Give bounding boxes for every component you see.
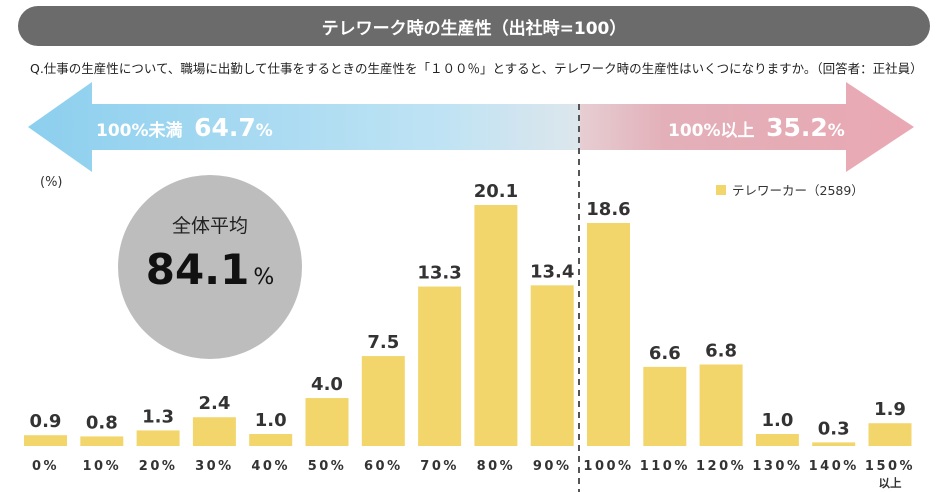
left-arrow-unit: % xyxy=(255,121,273,141)
bar-2 xyxy=(136,430,180,446)
x-tick-label-9: 90% xyxy=(533,459,572,474)
x-tick-label-3: 30% xyxy=(195,459,234,474)
data-label-13: 1.0 xyxy=(761,410,793,431)
bar-15 xyxy=(868,423,912,446)
x-tick-label-7: 70% xyxy=(420,459,459,474)
data-label-15: 1.9 xyxy=(874,399,906,420)
x-tick-label-15: 150% xyxy=(865,459,915,474)
chart-title-banner: テレワーク時の生産性（出社時=100） xyxy=(18,6,930,46)
left-arrow-value: 64.7 xyxy=(194,113,256,142)
data-label-10: 18.6 xyxy=(586,199,630,220)
bar-9 xyxy=(530,285,574,446)
right-arrow-unit: % xyxy=(827,121,845,141)
bar-13 xyxy=(755,434,799,446)
data-label-5: 4.0 xyxy=(311,374,343,395)
legend-label: テレワーカー（2589） xyxy=(732,183,864,198)
bar-4 xyxy=(249,434,293,446)
right-arrow-value: 35.2 xyxy=(766,113,828,142)
legend: テレワーカー（2589） xyxy=(716,180,864,199)
x-tick-label-1: 10% xyxy=(82,459,121,474)
right-arrow-label: 100%以上 xyxy=(668,121,755,141)
bar-11 xyxy=(643,366,687,446)
x-tick-label-13: 130% xyxy=(752,459,802,474)
x-tick-label-6: 60% xyxy=(364,459,403,474)
bar-12 xyxy=(699,364,743,446)
bar-0 xyxy=(24,435,67,446)
bar-6 xyxy=(361,356,405,446)
right-arrow-text: 100%以上 35.2% xyxy=(668,113,845,142)
x-tick-label-2: 20% xyxy=(139,459,178,474)
data-label-3: 2.4 xyxy=(198,393,230,414)
bar-1 xyxy=(80,436,124,446)
x-tick-label-4: 40% xyxy=(251,459,290,474)
bar-10 xyxy=(587,222,630,446)
average-unit: % xyxy=(253,265,275,290)
data-label-0: 0.9 xyxy=(30,411,62,432)
x-tick-label-10: 100% xyxy=(583,459,633,474)
bar-14 xyxy=(812,442,856,446)
y-unit-label: (%) xyxy=(40,175,63,190)
x-tick-label-12: 120% xyxy=(696,459,746,474)
data-label-8: 20.1 xyxy=(474,181,518,202)
data-label-4: 1.0 xyxy=(255,410,287,431)
average-circle: 全体平均 84.1% xyxy=(118,175,302,359)
chart-title: テレワーク時の生産性（出社時=100） xyxy=(321,18,627,39)
x-tick-label-5: 50% xyxy=(308,459,347,474)
survey-question: Q.仕事の生産性について、職場に出勤して仕事をするときの生産性を「１００％」とす… xyxy=(30,61,923,76)
data-label-6: 7.5 xyxy=(367,332,399,353)
right-arrow-shape xyxy=(580,82,914,172)
left-arrow-text: 100%未満 64.7% xyxy=(96,113,273,142)
data-label-14: 0.3 xyxy=(818,418,850,439)
bar-7 xyxy=(418,286,462,446)
bar-8 xyxy=(474,205,518,446)
bar-3 xyxy=(192,417,236,446)
data-label-2: 1.3 xyxy=(142,406,174,427)
bar-5 xyxy=(305,398,349,446)
average-label: 全体平均 xyxy=(171,215,248,237)
x-tick-label-0: 0% xyxy=(32,459,59,474)
left-arrow-shape xyxy=(28,82,580,172)
data-label-11: 6.6 xyxy=(649,343,681,364)
legend-swatch xyxy=(716,184,726,195)
data-label-1: 0.8 xyxy=(86,412,118,433)
left-arrow-label: 100%未満 xyxy=(96,121,183,141)
x-tick-label-14: 140% xyxy=(809,459,859,474)
x-tick-label-8: 80% xyxy=(477,459,516,474)
data-label-7: 13.3 xyxy=(417,263,461,284)
x-tick-label-11: 110% xyxy=(640,459,690,474)
data-label-9: 13.4 xyxy=(530,261,574,282)
average-value: 84.1 xyxy=(145,245,250,294)
x-tick-label-15-line1: 以上 xyxy=(879,476,902,490)
data-label-12: 6.8 xyxy=(705,340,737,361)
